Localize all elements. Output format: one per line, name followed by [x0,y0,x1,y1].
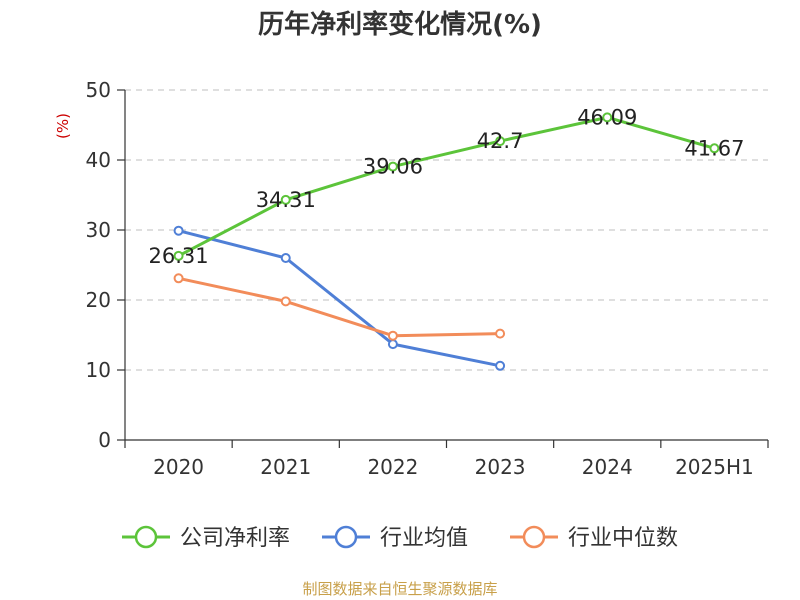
data-label: 34.31 [256,188,316,212]
data-point [280,194,291,205]
gridlines [125,89,768,371]
series-line-2 [178,276,501,338]
y-axis-label: (%) [54,113,72,139]
data-point [387,161,398,172]
data-point [495,328,506,339]
data-point [602,112,613,123]
series-group [173,112,720,371]
data-label: 39.06 [363,155,423,179]
axes: 0 10 20 30 40 50 2020 2021 2022 2023 2024 2025H1 [86,78,769,479]
series-line-1 [178,229,501,368]
y-tick-label: 30 [86,218,111,242]
legend[interactable]: 公司净利率 行业均值 行业中位数 [122,525,678,551]
legend-item-0[interactable]: 公司净利率 [122,525,290,551]
data-label: 46.09 [577,105,637,129]
y-tick-label: 50 [86,78,111,102]
data-labels: 26.31 34.31 39.06 42.7 46.09 41.67 [149,105,745,267]
legend-item-1[interactable]: 行业均值 [322,525,468,551]
y-tick-label: 20 [86,288,111,312]
source-note: 制图数据来自恒生聚源数据库 [302,580,497,598]
series-line-0 [177,115,715,258]
data-point [709,143,720,154]
legend-label: 行业中位数 [568,526,678,551]
data-point [173,225,184,236]
x-tick-label: 2021 [260,455,311,479]
legend-marker-icon [334,525,358,549]
x-tick-label: 2025H1 [675,455,754,479]
chart-title: 历年净利率变化情况(%) [258,9,542,40]
legend-item-2[interactable]: 行业中位数 [510,525,678,551]
data-point [173,273,184,284]
data-point [280,296,291,307]
data-point [495,360,506,371]
y-tick-label: 0 [98,428,111,452]
data-label: 26.31 [149,244,209,268]
legend-marker-icon [522,525,546,549]
data-point [387,339,398,350]
x-tick-label: 2022 [367,455,418,479]
data-point [173,250,184,261]
legend-marker-icon [134,525,158,549]
legend-label: 行业均值 [380,526,468,551]
data-label: 41.67 [684,136,744,160]
data-point [280,253,291,263]
y-tick-label: 10 [86,358,111,382]
x-tick-label: 2024 [582,455,633,479]
x-tick-label: 2023 [475,455,526,479]
data-label: 42.7 [477,129,524,153]
data-point [495,136,506,147]
data-point [387,330,398,341]
y-tick-label: 40 [86,148,111,172]
x-tick-label: 2020 [153,455,204,479]
legend-label: 公司净利率 [180,526,290,551]
